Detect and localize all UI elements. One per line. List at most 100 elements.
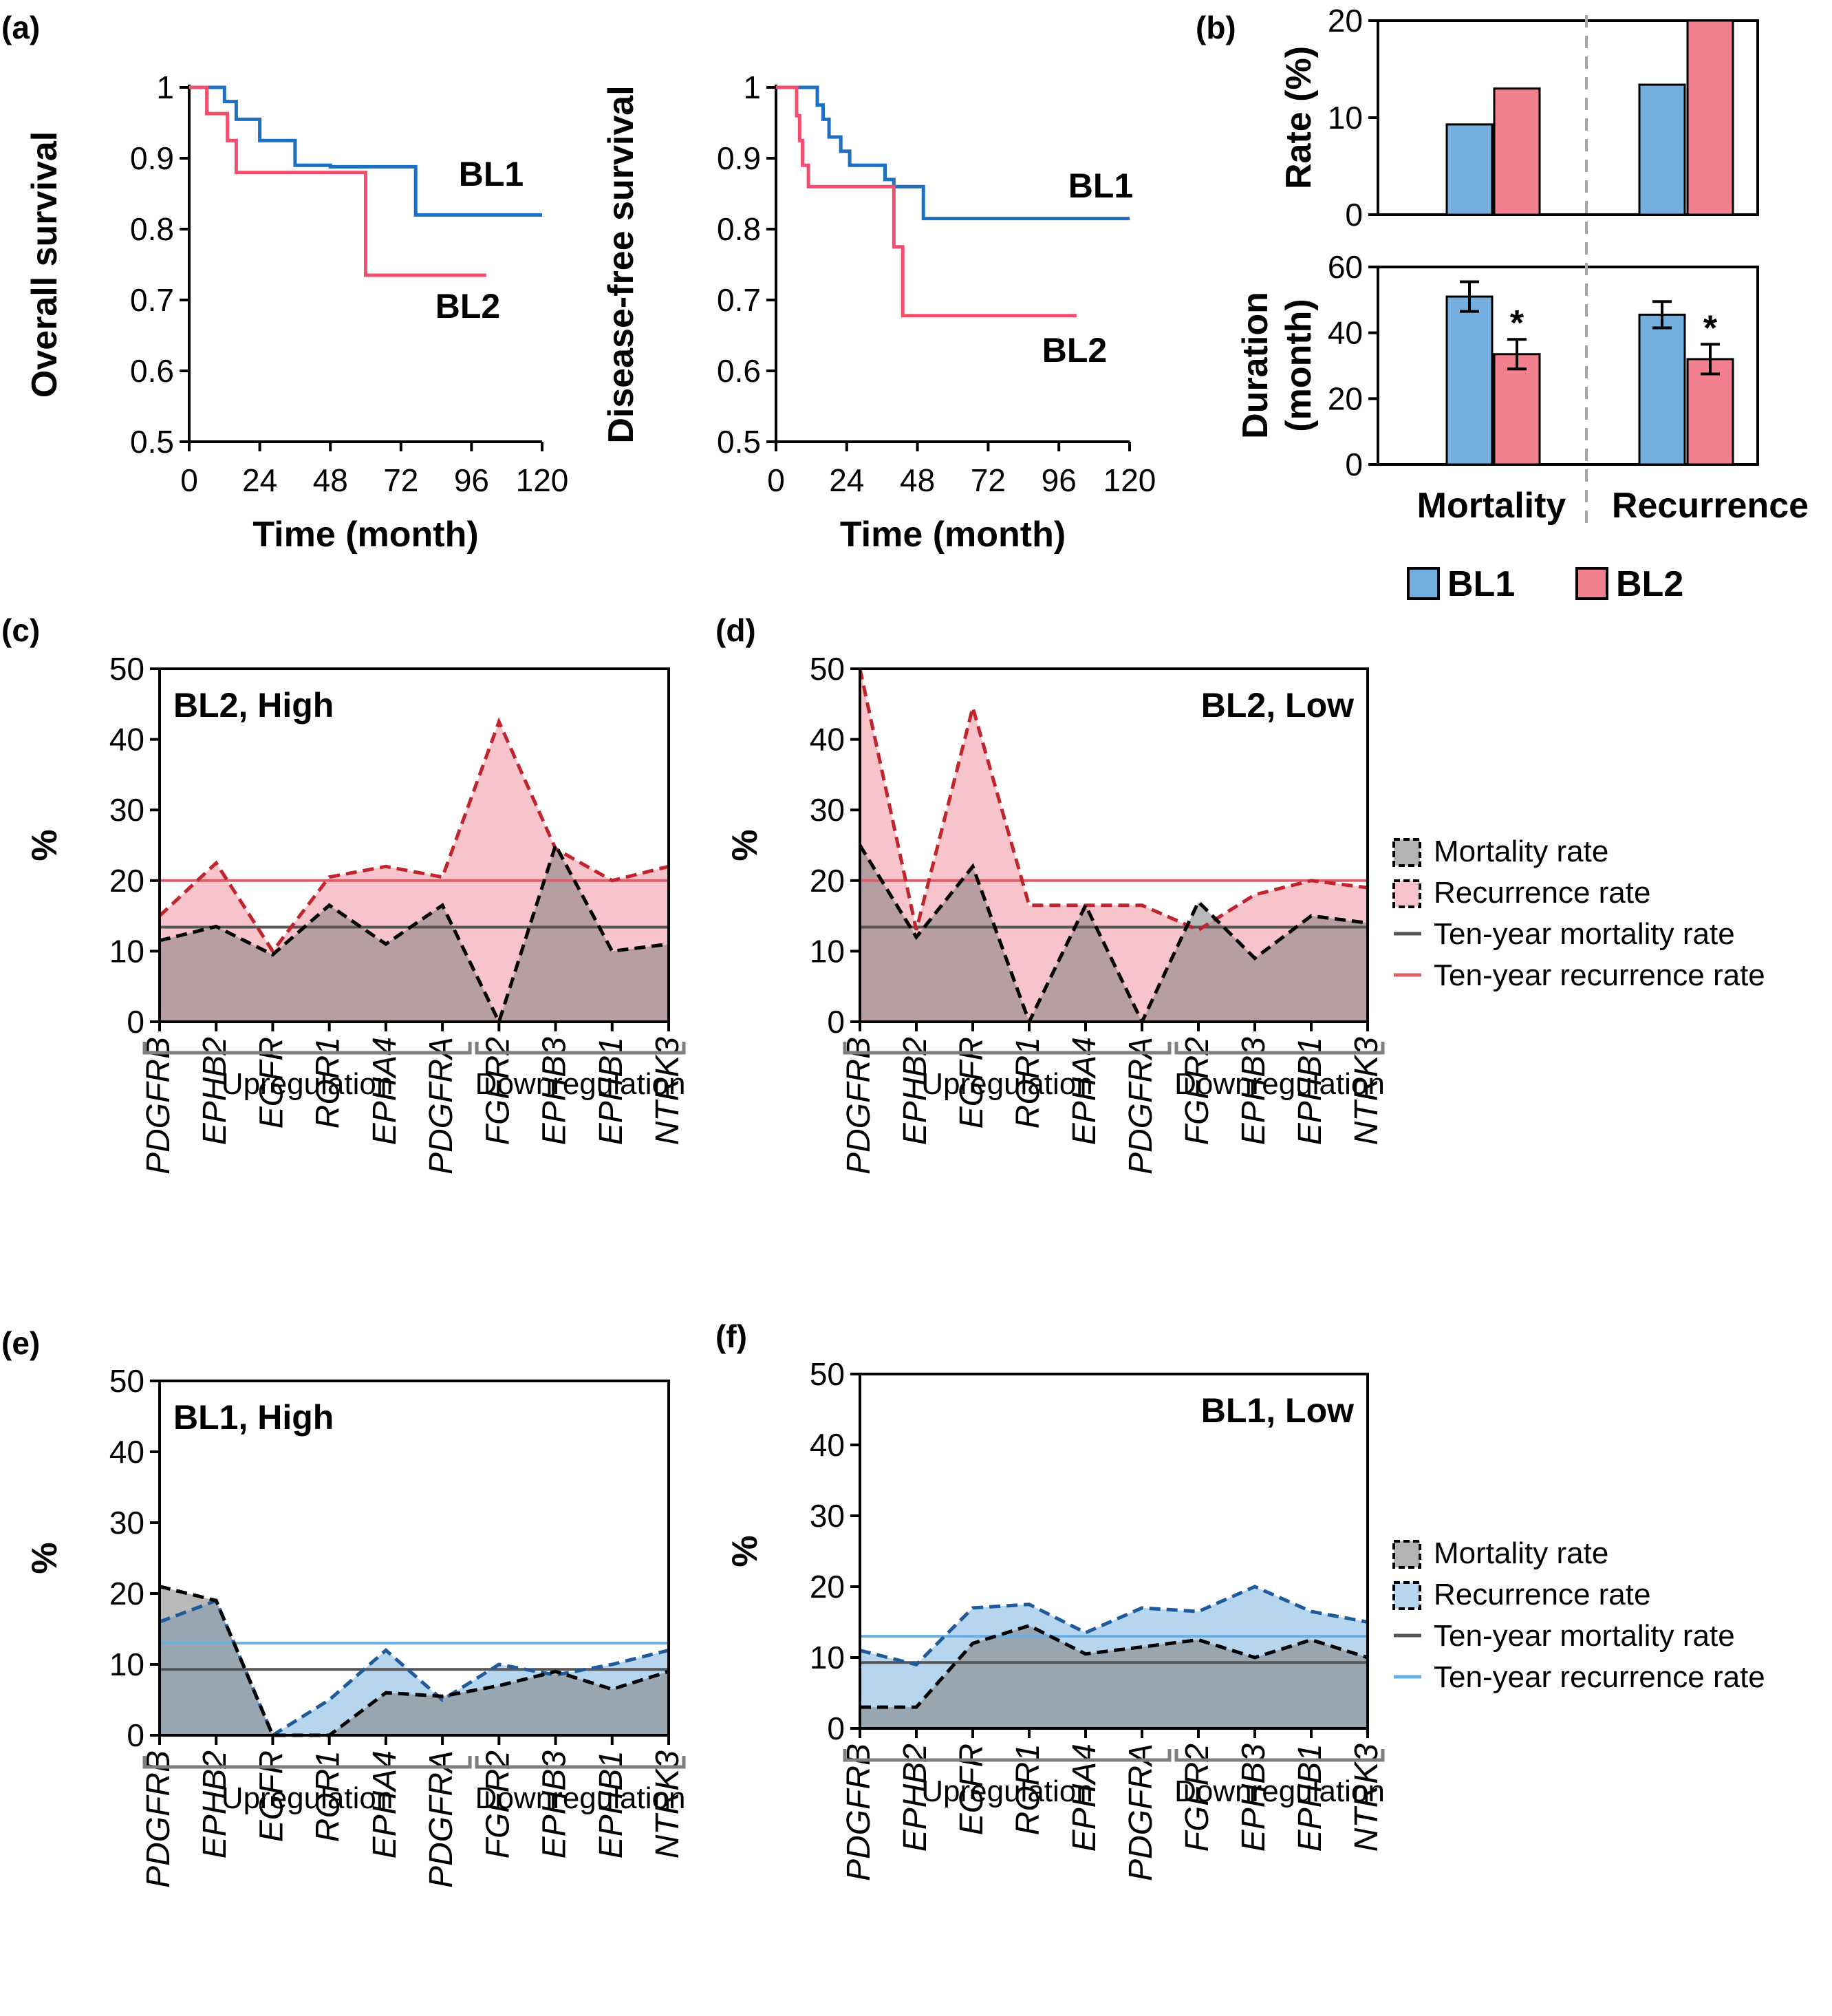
rate-bar-bl2-recurrence — [1686, 19, 1734, 216]
os-ytick-label: 0.9 — [130, 140, 174, 176]
panel-c-gene-label-ephb1: EPHB1 — [593, 1037, 629, 1145]
panel-f-ytick-label: 20 — [810, 1569, 845, 1605]
dfs-curve-bl2 — [776, 85, 1077, 318]
panel-c-gene-label-fgfr2: FGFR2 — [479, 1037, 516, 1145]
panel-c-ytick-label: 0 — [127, 1004, 144, 1040]
panel-c-group-downregulation: Downregulation — [475, 1067, 686, 1101]
panel-d-gene-label-pdgfrb: PDGFRB — [841, 1037, 877, 1175]
duration-significance-marker: * — [1703, 308, 1718, 348]
dfs-ytick-label: 0.5 — [717, 424, 761, 460]
ef-legend-mortality: Mortality rate — [1434, 1536, 1608, 1570]
os-ytick-label: 0.6 — [130, 353, 174, 389]
panel-d-gene-label-ephb3: EPHB3 — [1236, 1037, 1272, 1146]
os-curve-label-bl2: BL2 — [435, 287, 500, 325]
dfs-ytick-label: 0.9 — [717, 140, 761, 176]
panel-d-ytick-label: 30 — [810, 792, 845, 828]
legend-label-bl1: BL1 — [1447, 564, 1515, 604]
duration-ylabel-unit: (month) — [1279, 299, 1319, 431]
panel-d-ytick-label: 40 — [810, 722, 845, 758]
panel-e-ytick-label: 40 — [109, 1434, 144, 1470]
panel-f-group-upregulation: Upregulation — [921, 1774, 1093, 1808]
category-label-recurrence: Recurrence — [1612, 486, 1809, 526]
panel-b-label: (b) — [1196, 10, 1236, 45]
rate-ytick-label: 10 — [1328, 100, 1363, 136]
duration-error-bar — [1460, 280, 1479, 313]
panel-e-mortality-area — [160, 1586, 669, 1735]
duration-error-bar — [1507, 338, 1527, 371]
panel-d-label: (d) — [715, 612, 756, 648]
os-ytick-label: 0.8 — [130, 211, 174, 247]
panel-c-label: (c) — [1, 612, 40, 648]
panel-f-gene-label-pdgfra: PDGFRA — [1123, 1744, 1159, 1881]
duration-ytick-label: 20 — [1328, 380, 1363, 416]
rate-bar-bl2-mortality — [1493, 87, 1541, 216]
legend-swatch-bl1 — [1407, 567, 1440, 600]
dfs-xtick-label: 72 — [971, 462, 1006, 498]
legend-swatch-bl2 — [1575, 567, 1608, 600]
panel-f-frame — [859, 1373, 1369, 1730]
panel-f-group-downregulation: Downregulation — [1174, 1774, 1385, 1808]
panel-c-gene-label-pdgfrb: PDGFRB — [140, 1037, 177, 1175]
dfs-xtick-label: 24 — [829, 462, 864, 498]
rate-ylabel: Rate (%) — [1279, 46, 1319, 189]
panel-d-ytick-label: 20 — [810, 863, 845, 899]
panel-c-gene-label-ntrk3: NTRK3 — [649, 1037, 686, 1146]
dfs-xtick-label: 0 — [767, 462, 785, 498]
panel-f-title: BL1, Low — [1201, 1391, 1354, 1430]
panel-f-recurrence-line — [859, 1585, 1368, 1667]
panel-e-ytick-label: 20 — [109, 1576, 144, 1611]
panel-e-bracket-upregulation — [142, 1756, 472, 1769]
panel-d-bracket-downregulation — [1174, 1042, 1385, 1055]
duration-ylabel: Duration — [1236, 292, 1275, 439]
panel-d-recurrence-line — [858, 668, 1368, 932]
dfs-ytick-label: 0.6 — [717, 353, 761, 389]
panel-d-gene-label-epha4: EPHA4 — [1066, 1037, 1103, 1145]
panel-e-ytick-label: 0 — [127, 1717, 144, 1753]
dfs-curve-label-bl2: BL2 — [1042, 331, 1107, 369]
panel-c-bracket-downregulation — [475, 1042, 686, 1055]
panel-f-ytick-label: 50 — [810, 1356, 845, 1392]
panel-c-recurrence-line — [158, 717, 669, 954]
cd-legend-recurrence: Recurrence rate — [1434, 876, 1650, 910]
panel-c-group-upregulation: Upregulation — [222, 1067, 394, 1101]
panel-d-frame — [859, 667, 1369, 1023]
panel-c-ytick-label: 20 — [109, 863, 144, 899]
panel-c-ylabel: % — [25, 829, 65, 861]
panel-d-bracket-upregulation — [843, 1042, 1172, 1055]
panel-c-gene-label-ephb2: EPHB2 — [197, 1037, 233, 1145]
panel-e-title: BL1, High — [173, 1398, 334, 1437]
panel-f-ytick-label: 40 — [810, 1427, 845, 1463]
dfs-xtick-label: 96 — [1042, 462, 1077, 498]
panel-c-gene-label-epha4: EPHA4 — [367, 1037, 403, 1145]
panel-d-mortality-area — [860, 845, 1368, 1022]
panel-f-mortality-area — [860, 1625, 1368, 1728]
panel-a-label: (a) — [1, 10, 40, 45]
panel-f-ylabel: % — [725, 1535, 765, 1567]
panel-d-mortality-line — [858, 844, 1368, 1027]
panel-e-recurrence-line — [159, 1598, 669, 1738]
rate-bar-bl1-recurrence — [1638, 83, 1686, 216]
os-ytick-label: 0.7 — [130, 282, 174, 318]
dfs-xtick-label: 48 — [900, 462, 935, 498]
panel-e-frame — [158, 1380, 670, 1737]
panel-e-group-upregulation: Upregulation — [222, 1781, 394, 1815]
panel-f-ytick-label: 0 — [827, 1711, 845, 1746]
duration-ytick-label: 0 — [1345, 447, 1363, 482]
os-curve-bl1 — [189, 85, 542, 217]
panel-e-gene-label-pdgfra: PDGFRA — [423, 1750, 460, 1888]
os-ytick-label: 1 — [156, 69, 174, 105]
panel-e-gene-label-pdgfrb: PDGFRB — [140, 1750, 177, 1888]
os-xtick-label: 120 — [516, 462, 569, 498]
panel-c-mortality-area — [160, 845, 669, 1022]
dfs-ytick-label: 0.7 — [717, 282, 761, 318]
panel-f-label: (f) — [715, 1318, 747, 1354]
panel-e-group-downregulation: Downregulation — [475, 1781, 686, 1815]
panel-e-ytick-label: 50 — [109, 1363, 144, 1399]
panel-c-ytick-label: 50 — [109, 651, 144, 687]
panel-d-gene-label-fgfr2: FGFR2 — [1179, 1037, 1216, 1145]
panel-c-frame — [158, 667, 670, 1023]
dfs-curve-label-bl1: BL1 — [1068, 167, 1133, 205]
duration-error-bar — [1652, 300, 1672, 330]
duration-bar-bl2-recurrence — [1686, 358, 1734, 466]
